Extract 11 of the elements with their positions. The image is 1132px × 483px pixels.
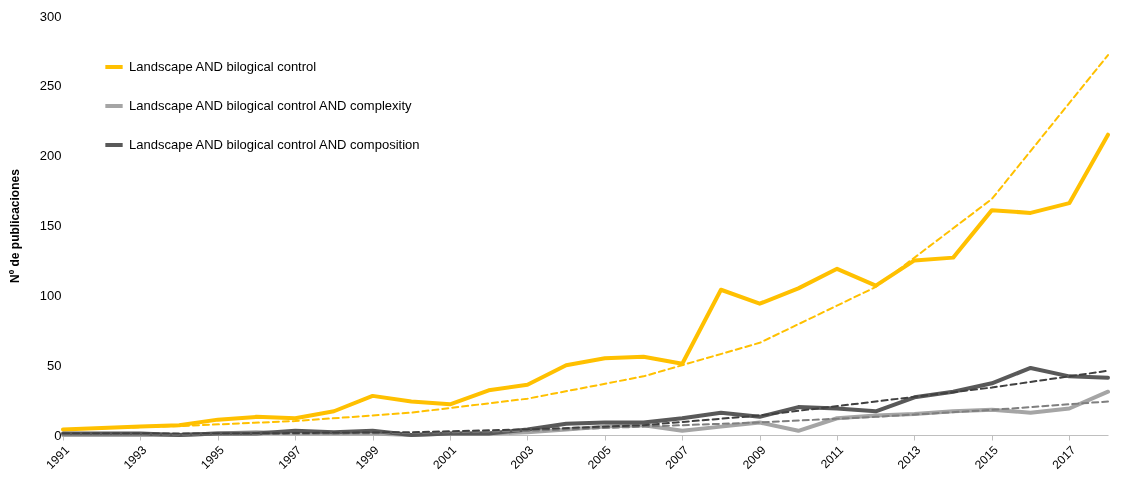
y-axis-title: Nº de publicaciones [7, 168, 22, 283]
y-tick-label: 200 [39, 148, 62, 164]
legend-label: Landscape AND bilogical control [129, 59, 317, 74]
y-tick-label: 150 [39, 218, 62, 233]
y-tick-label: 250 [39, 78, 62, 94]
y-tick-label: 300 [39, 8, 62, 24]
y-tick-label: 50 [47, 357, 62, 373]
y-tick-label: 0 [54, 427, 62, 443]
legend-label: Landscape AND bilogical control AND complexity [129, 98, 413, 113]
legend-label: Landscape AND bilogical control AND composition [129, 137, 420, 152]
y-tick-label: 100 [39, 287, 62, 303]
